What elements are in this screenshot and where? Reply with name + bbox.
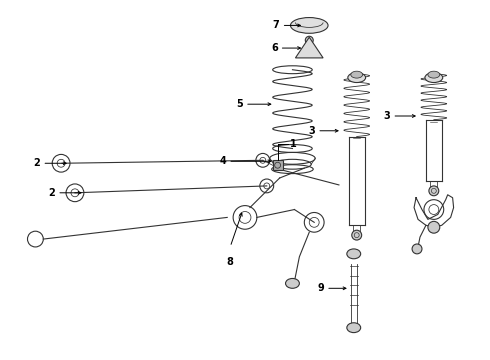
Text: 6: 6 [271, 43, 278, 53]
Circle shape [352, 230, 362, 240]
Ellipse shape [348, 73, 366, 82]
Text: 9: 9 [318, 283, 324, 293]
Ellipse shape [347, 249, 361, 259]
Text: 4: 4 [220, 156, 226, 166]
Text: 2: 2 [49, 188, 55, 198]
Polygon shape [272, 160, 283, 170]
Ellipse shape [351, 71, 363, 78]
Circle shape [429, 186, 439, 196]
Text: 3: 3 [308, 126, 315, 136]
Text: 5: 5 [236, 99, 243, 109]
Ellipse shape [291, 18, 328, 33]
Ellipse shape [286, 278, 299, 288]
Circle shape [305, 36, 313, 44]
Circle shape [412, 244, 422, 254]
Text: 3: 3 [384, 111, 391, 121]
Text: 1: 1 [290, 139, 296, 149]
Ellipse shape [347, 323, 361, 333]
Text: 7: 7 [273, 21, 280, 31]
Circle shape [428, 221, 440, 233]
Polygon shape [295, 37, 323, 58]
Ellipse shape [428, 71, 440, 78]
Text: 2: 2 [34, 158, 40, 168]
Text: 8: 8 [227, 257, 234, 267]
Ellipse shape [425, 73, 443, 82]
